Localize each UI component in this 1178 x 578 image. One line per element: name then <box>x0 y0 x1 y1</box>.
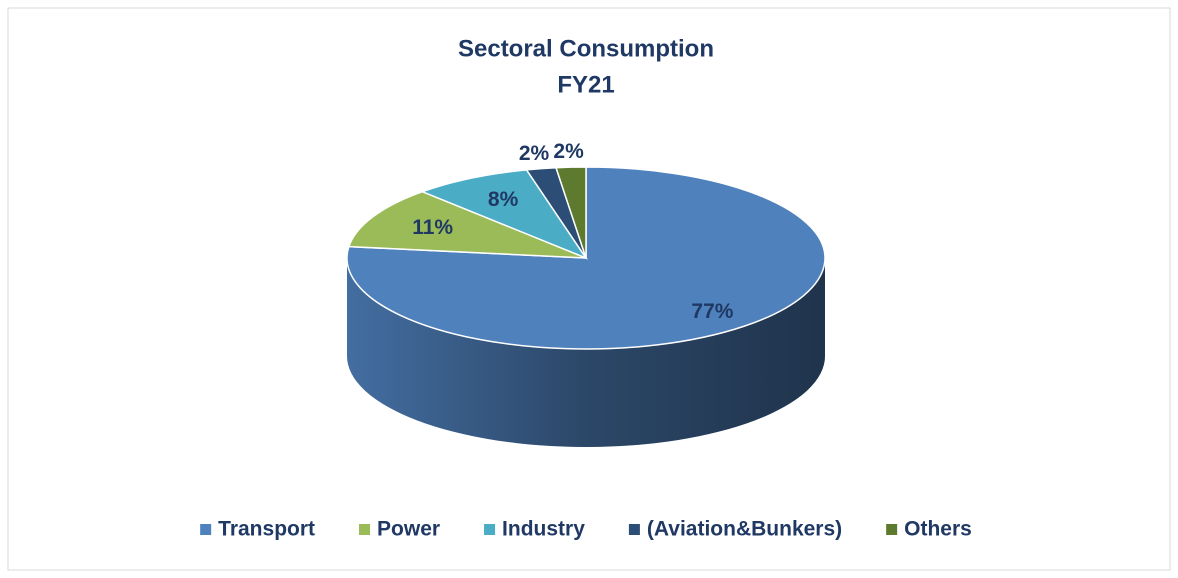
chart-subtitle: FY21 <box>557 71 614 98</box>
data-label: 77% <box>691 300 733 323</box>
legend-label: Power <box>377 518 440 541</box>
legend: Transport Power Industry (Aviation&Bunkers)… <box>200 518 972 541</box>
legend-label: Others <box>904 518 972 541</box>
legend-item: Industry <box>484 518 585 541</box>
legend-label: Transport <box>218 518 315 541</box>
pie-slice <box>420 169 588 260</box>
data-label: 8% <box>488 188 519 211</box>
data-label: 2% <box>519 142 550 165</box>
legend-swatch <box>200 524 212 535</box>
data-label: 11% <box>412 216 453 239</box>
legend-item: Transport <box>200 518 315 541</box>
pie: 77%11%8%2% 2% <box>346 140 826 447</box>
legend-label: Industry <box>502 518 585 541</box>
pie-slice <box>347 190 587 259</box>
legend-item: Others <box>886 518 972 541</box>
pie-side-shade <box>347 258 825 447</box>
legend-swatch <box>359 524 371 535</box>
legend-swatch <box>484 524 496 535</box>
legend-label: (Aviation&Bunkers) <box>647 518 842 541</box>
legend-swatch <box>628 524 640 535</box>
chart-title: Sectoral Consumption <box>458 35 714 62</box>
pie-slice <box>555 166 587 259</box>
legend-item: Power <box>359 518 440 541</box>
data-label: 2% <box>553 140 584 163</box>
legend-swatch <box>886 524 898 535</box>
legend-item: (Aviation&Bunkers) <box>628 518 842 541</box>
